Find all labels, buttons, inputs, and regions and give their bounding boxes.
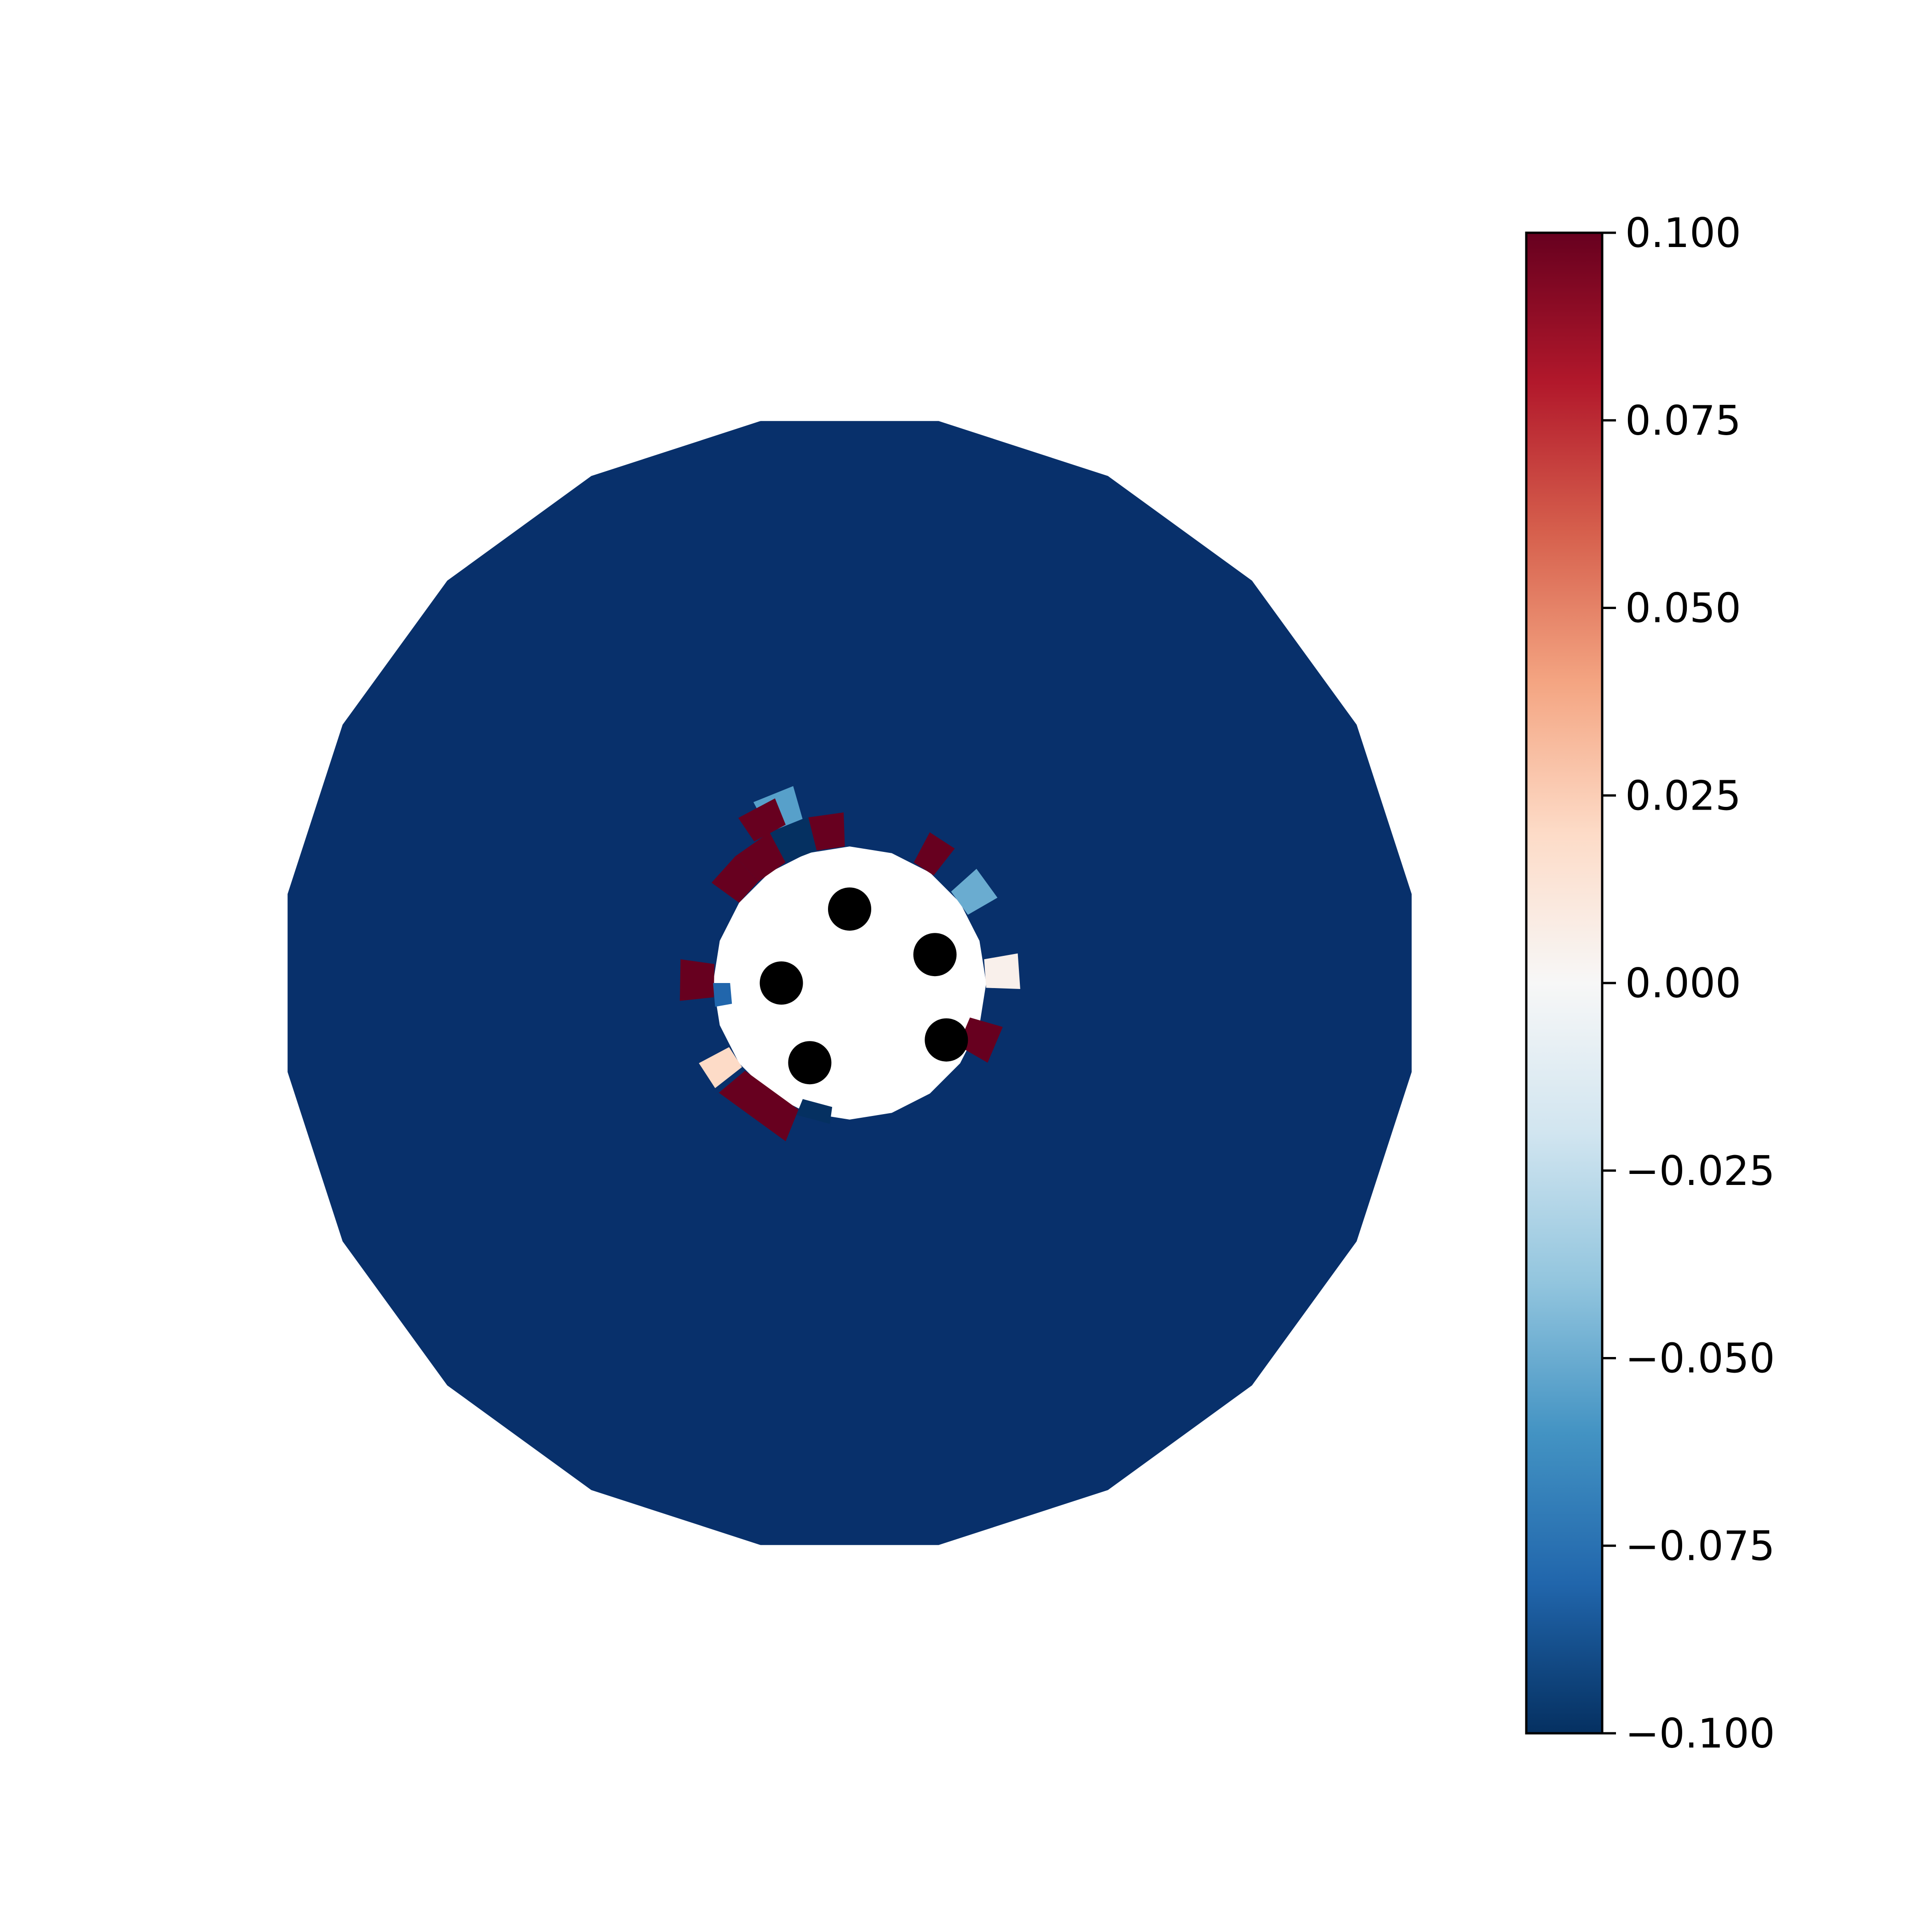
heat-cell [808,812,845,851]
heat-cell [711,856,759,903]
colorbar-tick-label: 0.025 [1625,772,1741,819]
marker-point [925,1018,968,1062]
marker-point [913,933,957,977]
colorbar-tick-label: −0.050 [1625,1335,1775,1382]
heat-cell [769,817,817,862]
marker-point [828,887,871,931]
colorbar-tick-label: −0.100 [1625,1710,1775,1757]
heat-cells [679,786,1020,1142]
marker-point [759,961,803,1005]
colorbar-tick-label: 0.075 [1625,397,1741,444]
heat-cell [796,1099,833,1124]
heat-cell [713,983,732,1007]
colorbar-bar [1525,231,1604,1735]
heat-cell [951,868,998,915]
colorbar-tick-label: 0.000 [1625,960,1741,1007]
marker-point [788,1041,832,1085]
heat-cell [984,953,1020,989]
heat-cell [735,832,786,882]
colorbar: 0.100 0.075 0.050 0.025 0.000 −0.025 −0.050 −0.… [1525,209,1775,1757]
colorbar-ticks: 0.100 0.075 0.050 0.025 0.000 −0.025 −0.050 −0.… [1602,209,1775,1757]
heat-cell [699,1047,742,1088]
annulus-domain-fill [288,421,1412,1545]
heat-cell [679,959,714,1001]
heat-cell [958,1018,1003,1063]
heat-cell [914,832,955,876]
colorbar-tick-label: −0.075 [1625,1522,1775,1570]
marker-points [759,887,968,1085]
colorbar-tick-label: 0.100 [1625,209,1741,257]
colorbar-tick-label: 0.050 [1625,585,1741,632]
heat-cell [719,1070,799,1142]
plot-area [288,421,1412,1545]
colorbar-tick-label: −0.025 [1625,1147,1775,1195]
heat-cell [738,798,786,842]
